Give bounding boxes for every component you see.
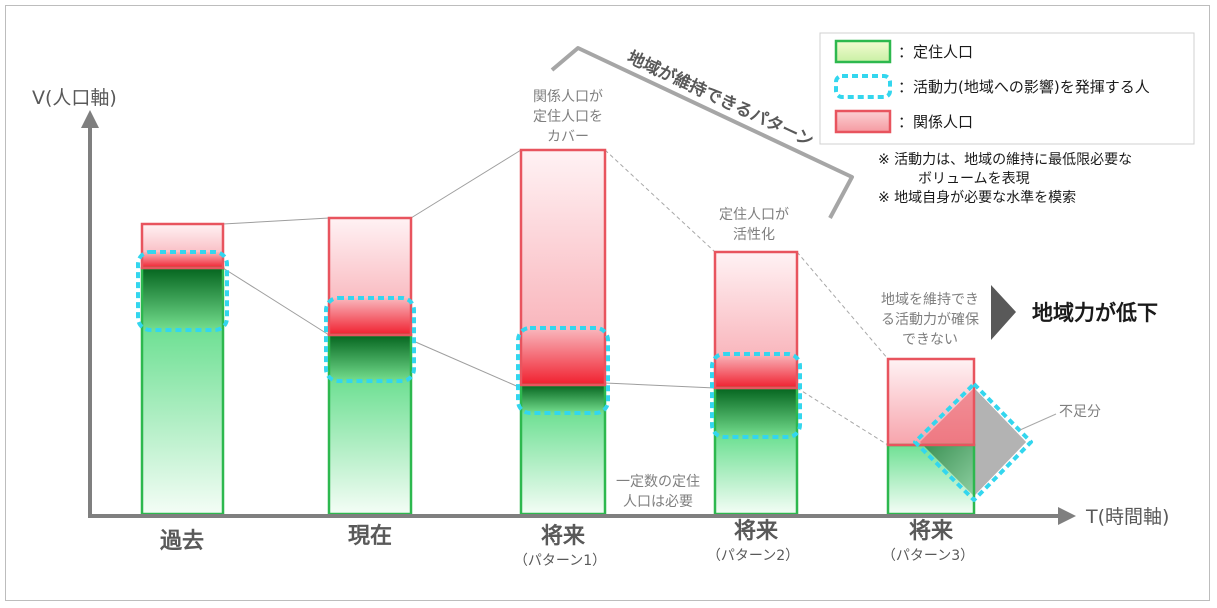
connector-related-past-present — [222, 217, 330, 225]
annotation-settled-activated-line2: 活性化 — [733, 227, 775, 243]
bar-future1 — [516, 148, 610, 516]
dashed-related-future2-future3 — [796, 251, 889, 360]
settled-active-segment — [329, 335, 411, 381]
bar-label-future1: 将来 — [541, 523, 586, 549]
bar-future2 — [710, 250, 802, 516]
x-axis-label: T(時間軸) — [1085, 506, 1169, 528]
legend-label-related: ：関係人口 — [898, 113, 973, 131]
note-line-3: ※ 地域自身が必要な水準を模索 — [878, 189, 1076, 206]
note-line-1: ※ 活動力は、地域の維持に最低限必要な — [878, 152, 1132, 168]
diagram-frame — [5, 5, 1210, 601]
settled-segment — [715, 437, 797, 514]
annotation-minimum-settled-line1: 一定数の定住 — [616, 474, 700, 490]
annotation-related-covers-line1: 関係人口が — [533, 89, 603, 105]
annotation-related-covers-line3: カバー — [547, 129, 589, 145]
settled-segment — [521, 413, 605, 514]
related-active-segment — [715, 354, 797, 388]
legend-swatch-related — [834, 109, 892, 134]
shortage-area — [974, 388, 1026, 496]
dashed-related-future1-future2 — [604, 149, 716, 253]
related-active-segment — [521, 328, 605, 385]
axes: V(人口軸) T(時間軸) — [32, 87, 1169, 528]
related-border — [140, 222, 225, 270]
bracket-line — [550, 46, 854, 219]
note-line-2: ボリュームを表現 — [918, 171, 1030, 187]
related-border — [713, 250, 799, 390]
connector-lines — [222, 149, 716, 389]
related-border — [519, 148, 607, 387]
related-active-segment — [142, 252, 223, 268]
bar-sublabel-future3: （パターン3） — [882, 548, 974, 564]
settled-active-segment — [923, 445, 974, 496]
settled-segment — [329, 381, 411, 514]
bar-label-future2: 将来 — [734, 518, 779, 544]
active-outline — [136, 250, 229, 332]
bar-label-past: 過去 — [160, 528, 204, 554]
bar-future3 — [886, 357, 1057, 516]
related-border — [886, 357, 976, 447]
annotation-cannot-secure-line2: る活動力が確保 — [881, 312, 979, 328]
legend-swatch-settled — [834, 39, 892, 64]
pattern-bracket-label: 地域が維持できるパターン — [624, 47, 817, 152]
bar-past — [136, 222, 229, 516]
bar-label-future3: 将来 — [909, 518, 954, 544]
notes: ※ 活動力は、地域の維持に最低限必要な ボリュームを表現 ※ 地域自身が必要な水… — [878, 152, 1132, 206]
active-outline — [324, 296, 416, 383]
settled-active-segment — [142, 268, 223, 330]
decline-label: 地域力が低下 — [1032, 301, 1158, 325]
y-axis-arrow — [81, 110, 99, 128]
annotation-shortage: 不足分 — [1059, 404, 1101, 420]
bar-label-present: 現在 — [348, 523, 392, 549]
decline-callout: 地域力が低下 — [991, 285, 1158, 340]
legend: ：定住人口 ：活動力(地域への影響)を発揮する人 ：関係人口 — [819, 32, 1195, 145]
annotation-related-covers-line2: 定住人口を — [533, 109, 603, 125]
annotation-cannot-secure-line1: 地域を維持でき — [881, 292, 979, 308]
legend-label-settled: ：定住人口 — [898, 43, 973, 61]
active-outline — [710, 352, 802, 439]
bar-sublabel-future1: （パターン1） — [514, 553, 606, 569]
connector-dashed-lines — [604, 149, 889, 446]
related-active-segment — [329, 298, 411, 335]
annotation-minimum-settled-line2: 人口は必要 — [623, 494, 693, 510]
annotation-settled-activated-line1: 定住人口が — [719, 207, 789, 223]
decline-arrow-icon — [991, 285, 1016, 340]
settled-segment — [142, 330, 223, 514]
annotation-cannot-secure-line3: できない — [902, 332, 958, 348]
settled-active-segment — [521, 385, 605, 413]
y-axis-label: V(人口軸) — [32, 87, 117, 109]
connector-settled-future1-future2 — [604, 382, 716, 389]
legend-label-active: ：活動力(地域への影響)を発揮する人 — [898, 78, 1150, 96]
settled-active-segment — [715, 388, 797, 437]
bar-present — [324, 216, 416, 516]
legend-swatch-active — [834, 74, 892, 99]
annotations: 関係人口が 定住人口を カバー 定住人口が 活性化 地域を維持でき る活動力が確… — [533, 89, 1101, 510]
active-outline — [516, 326, 610, 415]
x-axis-arrow — [1058, 507, 1076, 525]
connector-related-present-future1 — [410, 149, 522, 219]
shortage-leader-line — [1019, 413, 1057, 431]
connector-settled-past-present — [222, 267, 330, 336]
category-labels: 過去 現在 将来 （パターン1） 将来 （パターン2） 将来 （パターン3） — [160, 518, 974, 569]
connector-settled-present-future1 — [410, 339, 522, 389]
dashed-settled-future2-future3 — [796, 387, 889, 446]
active-outline — [913, 382, 1033, 502]
bar-sublabel-future2: （パターン2） — [707, 548, 799, 564]
related-border — [327, 216, 413, 337]
